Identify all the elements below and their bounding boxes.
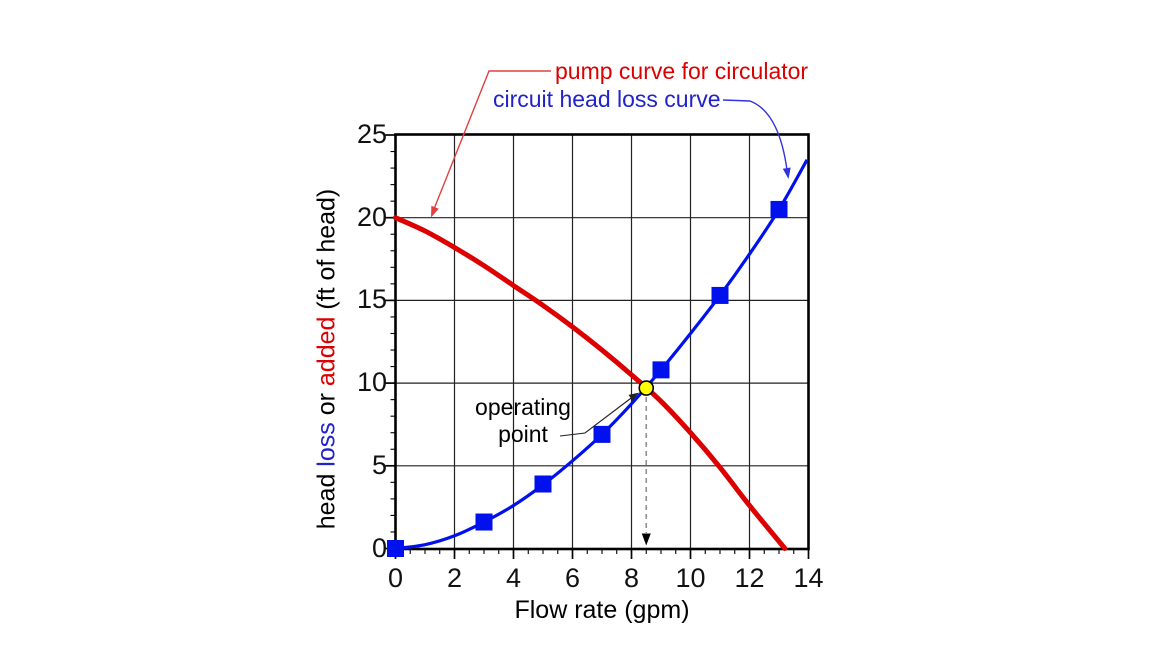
plot-border xyxy=(394,133,810,551)
x-tick-label-4: 4 xyxy=(505,563,522,593)
data-point-marker xyxy=(770,200,788,218)
y-tick-label-10: 10 xyxy=(356,367,387,398)
pump-label-arrowhead xyxy=(431,205,439,218)
y-tick-label-5: 5 xyxy=(371,449,387,480)
x-tick-label-12: 12 xyxy=(734,563,765,593)
circuit-label-arrowhead xyxy=(782,167,791,179)
operating-point-marker xyxy=(638,380,655,396)
circuit-head-loss-curve-label: circuit head loss curve xyxy=(493,86,721,112)
drop-line-arrowhead xyxy=(641,533,651,546)
operating-point-label-line1: operating xyxy=(475,394,571,420)
pump-curve-label: pump curve for circulator xyxy=(555,58,809,84)
pump-curve xyxy=(393,215,788,551)
operating-label-leader xyxy=(559,396,633,437)
x-tick-label-10: 10 xyxy=(675,563,706,593)
y-tick-label-25: 25 xyxy=(356,119,387,149)
x-tick-label-0: 0 xyxy=(387,563,404,593)
data-point-marker xyxy=(652,361,670,379)
pump-label-leader xyxy=(433,70,551,210)
x-tick-label-8: 8 xyxy=(623,563,640,593)
x-axis-title: Flow rate (gpm) xyxy=(514,596,690,624)
y-tick-label-15: 15 xyxy=(356,284,387,315)
data-point-marker xyxy=(593,425,611,443)
x-tick-label-6: 6 xyxy=(564,563,581,593)
data-point-marker xyxy=(711,286,729,304)
operating-point-label: operating point xyxy=(448,394,598,448)
data-point-marker xyxy=(387,540,404,557)
data-point-marker xyxy=(475,513,493,531)
y-tick-label-0: 0 xyxy=(371,532,387,563)
operating-label-arrowhead xyxy=(628,392,639,401)
x-tick-label-2: 2 xyxy=(446,563,463,593)
circuit-label-leader xyxy=(722,99,788,171)
x-tick-label-14: 14 xyxy=(793,563,824,593)
operating-point-label-line2: point xyxy=(498,421,548,447)
data-point-marker xyxy=(534,475,552,493)
y-tick-label-20: 20 xyxy=(356,201,387,232)
